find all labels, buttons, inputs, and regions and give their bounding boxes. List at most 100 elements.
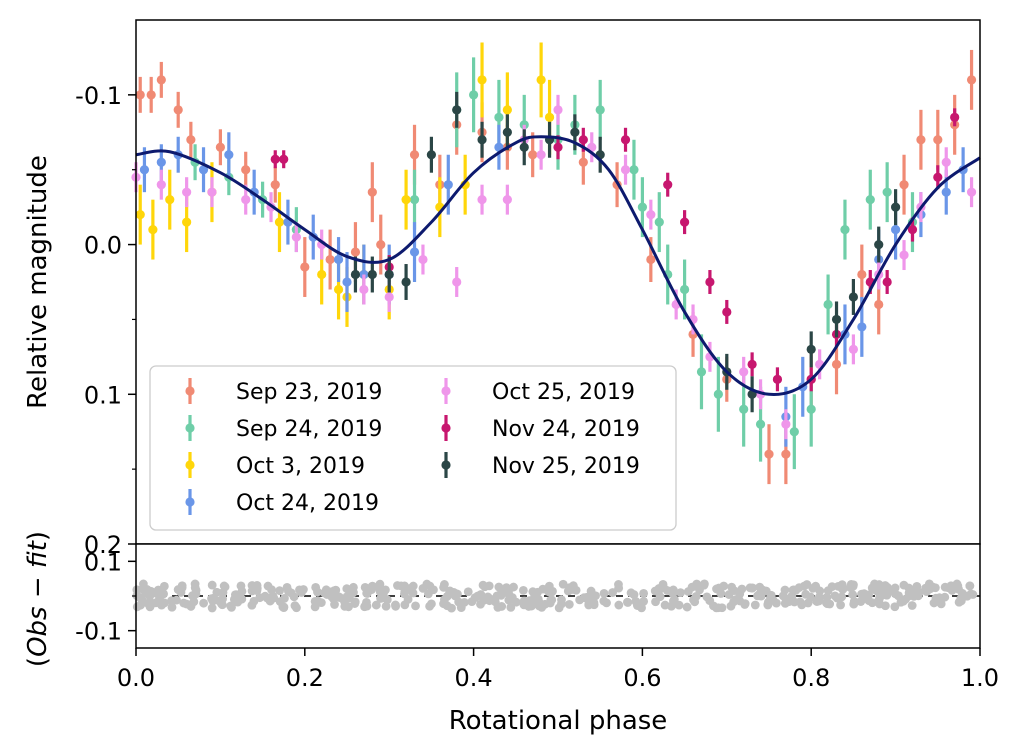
data-point — [739, 404, 749, 414]
data-point — [135, 210, 145, 220]
data-point — [713, 389, 723, 399]
residual-label-open: ( — [23, 657, 53, 667]
residual-point — [914, 587, 924, 597]
data-point — [950, 112, 960, 122]
residual-point — [690, 597, 700, 607]
res-y-tick-label: 0.1 — [84, 548, 122, 576]
residual-point — [519, 600, 529, 610]
residual-point — [297, 588, 306, 597]
legend-marker — [441, 423, 451, 433]
data-point — [443, 180, 453, 190]
residual-point — [454, 597, 464, 607]
data-point — [857, 322, 867, 332]
legend-marker — [185, 423, 195, 433]
residual-point — [492, 591, 502, 601]
data-point — [755, 419, 766, 429]
data-point — [409, 247, 420, 257]
data-point — [279, 154, 289, 164]
residual-point — [943, 583, 953, 593]
legend-item: Sep 23, 2019 — [185, 378, 382, 405]
residual-point — [177, 583, 187, 593]
data-point — [629, 165, 639, 175]
data-point — [680, 217, 690, 227]
x-ticks: 0.0 0.2 0.4 0.6 0.8 1.0 — [117, 648, 999, 692]
data-point — [477, 195, 487, 205]
data-point — [452, 277, 462, 287]
x-axis-label: Rotational phase — [449, 706, 668, 736]
x-tick-label: 0.0 — [117, 664, 155, 692]
residual-point — [823, 586, 833, 596]
legend-marker — [185, 386, 195, 396]
residual-point — [137, 595, 147, 605]
residual-point — [832, 593, 842, 603]
data-point — [831, 314, 842, 325]
data-point — [848, 292, 859, 302]
data-point — [186, 135, 196, 145]
data-point — [848, 344, 859, 354]
data-point — [536, 75, 546, 85]
data-point — [135, 90, 145, 100]
residuals-y-axis-label: (Obs − fit) — [23, 531, 53, 667]
residual-point — [584, 592, 594, 602]
y-tick-label: -0.1 — [75, 82, 122, 110]
legend-item: Nov 24, 2019 — [441, 415, 640, 442]
residual-point — [631, 596, 641, 606]
data-point — [317, 269, 327, 280]
residual-point — [740, 600, 750, 609]
residual-point — [557, 595, 566, 605]
data-point — [840, 225, 850, 235]
residual-label-fit: fit — [23, 540, 53, 568]
residual-point — [220, 582, 230, 592]
legend-marker — [185, 497, 195, 507]
residual-point — [518, 585, 528, 595]
x-tick-label: 0.4 — [455, 664, 493, 692]
residual-point — [207, 603, 217, 613]
data-point — [241, 165, 251, 175]
data-point — [274, 217, 285, 227]
residual-point — [208, 596, 218, 606]
residual-point — [132, 602, 142, 612]
residual-point — [236, 581, 246, 591]
residual-point — [373, 582, 383, 592]
residual-point — [467, 597, 477, 607]
residual-point — [639, 589, 649, 598]
residual-point — [660, 600, 670, 610]
data-point — [680, 284, 690, 295]
residual-point — [483, 592, 493, 602]
data-point — [477, 135, 487, 145]
residual-point — [141, 588, 151, 598]
residual-point — [494, 582, 504, 592]
data-point — [781, 449, 791, 459]
data-point — [823, 299, 833, 310]
data-point — [519, 142, 529, 152]
residual-point — [282, 583, 292, 592]
residual-point — [447, 603, 456, 613]
legend: Sep 23, 2019 Sep 24, 2019 Oct 3, 2019 Oct 2… — [149, 365, 677, 531]
data-point — [182, 217, 192, 227]
x-tick-label: 0.2 — [286, 664, 324, 692]
data-point — [536, 150, 546, 160]
legend-marker — [441, 460, 451, 470]
residual-point — [255, 593, 265, 603]
residual-point — [342, 584, 352, 594]
data-point — [646, 210, 656, 220]
data-point — [781, 419, 791, 429]
data-point — [401, 277, 411, 287]
data-point — [739, 367, 749, 377]
data-point — [325, 254, 335, 265]
x-tick-label: 0.8 — [792, 664, 830, 692]
data-point — [418, 254, 428, 265]
data-point — [502, 127, 512, 137]
fit-curve-layer — [135, 135, 981, 397]
data-point — [891, 202, 901, 212]
residual-point — [403, 595, 413, 604]
fit-curve — [135, 135, 981, 397]
data-point — [156, 75, 166, 85]
residuals-panel: 0.1 -0.1 (Obs − fit) — [23, 531, 981, 667]
residual-point — [799, 581, 809, 591]
residual-point — [167, 596, 176, 606]
legend-label: Oct 25, 2019 — [492, 380, 635, 405]
residual-point — [230, 590, 240, 600]
data-point — [553, 105, 563, 115]
